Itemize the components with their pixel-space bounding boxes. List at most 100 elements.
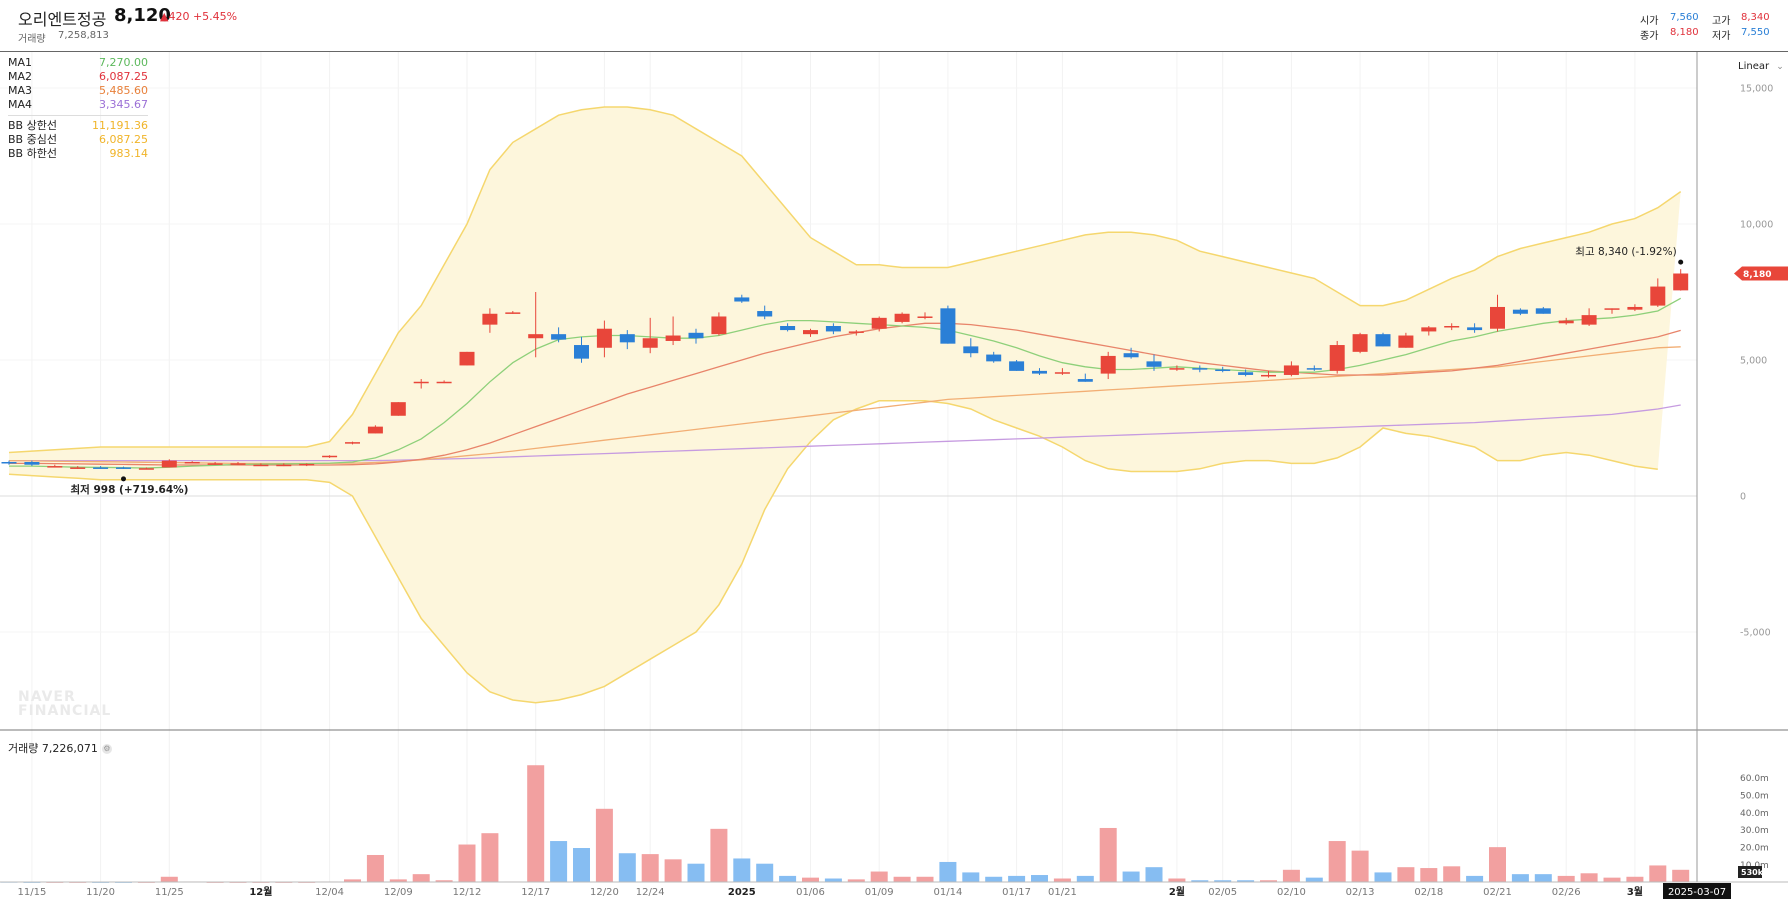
volume-bar <box>1397 867 1415 882</box>
open-label: 시가 <box>1640 16 1659 27</box>
volume-bar <box>985 876 1003 882</box>
candle <box>940 308 956 344</box>
crosshair-date-tag <box>1663 883 1731 899</box>
legend-value: 5,485.60 <box>99 84 148 97</box>
candle <box>711 316 727 335</box>
current-volume-label: 530k <box>1741 868 1764 877</box>
candle <box>1467 327 1483 331</box>
volume-bar <box>527 765 545 882</box>
x-tick-label: 02/10 <box>1277 887 1306 898</box>
volume-bar <box>962 872 980 882</box>
volume-bar <box>1489 847 1506 882</box>
candle <box>1558 320 1574 324</box>
current-price-tag <box>1734 266 1788 281</box>
volume-bar <box>481 833 499 882</box>
volume-bar <box>687 863 705 882</box>
scale-dropdown[interactable]: Linear ⌄ <box>1738 61 1784 72</box>
volume-bar <box>1122 871 1140 882</box>
candle <box>1512 309 1528 314</box>
legend-value: 11,191.36 <box>92 119 148 132</box>
candle <box>917 316 933 318</box>
y-tick-label: -5,000 <box>1740 628 1771 639</box>
candle <box>253 464 269 467</box>
candle <box>1604 308 1620 310</box>
chevron-down-icon: ⌄ <box>1776 62 1784 72</box>
volume-bar <box>618 853 636 882</box>
candle <box>1306 368 1322 370</box>
volume-bar <box>1260 880 1277 882</box>
candle <box>505 312 521 314</box>
candle <box>207 463 223 465</box>
settings-icon[interactable]: ⚙ <box>101 744 112 754</box>
candle <box>24 462 40 465</box>
candle <box>184 462 200 464</box>
x-tick-label: 02/13 <box>1346 887 1375 898</box>
low-label: 저가 <box>1712 31 1731 42</box>
legend-value: 7,270.00 <box>99 56 148 69</box>
x-tick-label: 01/06 <box>796 887 825 898</box>
candle <box>367 426 383 434</box>
ma4-line <box>9 404 1681 462</box>
y-tick-label: 0 <box>1740 492 1746 503</box>
stock-header: 오리엔트정공 8,120 ▲420 +5.45% 거래량 7,258,813 시… <box>0 0 1788 52</box>
x-tick-label: 01/14 <box>933 887 962 898</box>
candle <box>1329 345 1345 371</box>
scale-label: Linear <box>1738 61 1770 72</box>
volume-bar <box>458 844 476 882</box>
volume-bar <box>893 876 911 882</box>
candle <box>619 334 635 343</box>
candle <box>436 381 452 384</box>
x-tick-label: 12/09 <box>384 887 413 898</box>
candle <box>1535 308 1551 314</box>
close-label: 종가 <box>1640 31 1659 42</box>
candle <box>322 455 338 458</box>
candle <box>803 330 818 335</box>
volume-label: 거래량 <box>18 34 46 45</box>
volume-bar <box>1328 841 1346 882</box>
x-tick-label: 01/17 <box>1002 887 1031 898</box>
open-value: 7,560 <box>1670 12 1699 23</box>
candle <box>413 381 429 384</box>
volume-bar <box>802 877 819 882</box>
candle <box>230 463 246 465</box>
candle <box>1283 365 1299 375</box>
indicator-legend: MA1 7,270.00 MA2 6,087.25 MA3 5,485.60 MA4 3… <box>8 56 148 161</box>
legend-ma2: MA2 6,087.25 <box>8 70 148 84</box>
candle <box>70 467 86 469</box>
high-label: 고가 <box>1712 16 1731 27</box>
volume-bar <box>1420 868 1438 882</box>
candle <box>1490 306 1505 329</box>
legend-value: 6,087.25 <box>99 70 148 83</box>
candle <box>1100 355 1116 374</box>
volume-tick-label: 20.0m <box>1740 844 1769 854</box>
candle <box>1238 372 1254 375</box>
x-tick-label: 11/25 <box>155 887 184 898</box>
volume-bar <box>641 854 659 882</box>
legend-ma1: MA1 7,270.00 <box>8 56 148 70</box>
x-tick-label: 11/15 <box>17 887 46 898</box>
volume-bar <box>1443 866 1461 882</box>
volume-bar <box>1534 874 1552 882</box>
legend-divider <box>8 115 148 116</box>
candle <box>596 328 612 348</box>
volume-bar <box>710 828 728 882</box>
volume-bar <box>1076 875 1094 882</box>
volume-bar <box>870 871 888 882</box>
volume-bar <box>1031 875 1048 882</box>
candle <box>482 313 498 325</box>
candle <box>1421 327 1437 332</box>
x-tick-label: 2025 <box>728 887 756 898</box>
volume-bar <box>1145 867 1163 882</box>
volume-bar <box>412 874 430 882</box>
x-tick-label: 12/20 <box>590 887 619 898</box>
volume-bar <box>1008 875 1026 882</box>
volume-bar <box>1511 874 1529 882</box>
candle <box>1650 286 1666 306</box>
candle <box>1627 306 1643 310</box>
volume-bar <box>1168 878 1186 882</box>
y-tick-label: 15,000 <box>1740 84 1773 95</box>
x-tick-label: 12/04 <box>315 887 344 898</box>
volume-tick-label: 60.0m <box>1740 774 1769 784</box>
volume-bar <box>1374 872 1392 882</box>
